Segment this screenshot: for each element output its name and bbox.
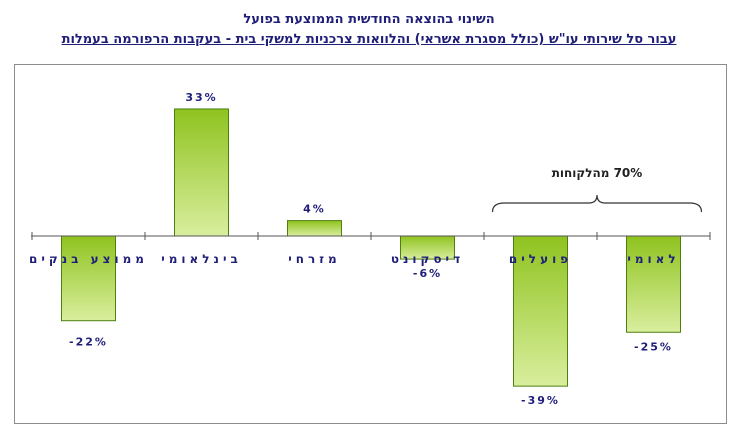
bar [513, 235, 568, 387]
brace [491, 194, 703, 213]
plot-area [14, 64, 727, 424]
value-label: 33% [185, 91, 217, 104]
category-label: דיסקונט [391, 252, 464, 266]
value-label: 4% [303, 203, 326, 216]
chart-title: השינוי בהוצאה החודשית הממוצעת בפועל [243, 12, 495, 27]
value-label: -22% [69, 336, 108, 349]
category-label: פועלים [509, 252, 572, 266]
value-label: -39% [521, 394, 560, 407]
value-label: -6% [413, 267, 442, 280]
category-label: לאומי [627, 252, 679, 266]
bar [626, 235, 681, 333]
category-label: מזרחי [288, 252, 341, 266]
value-label: -25% [634, 340, 673, 353]
bar [61, 235, 116, 322]
category-label: בינלאומי [161, 252, 242, 266]
annotation-label: 70% מהלקוחות [552, 166, 643, 180]
bar [174, 108, 229, 237]
chart-subtitle: עבור סל שירותי עו"ש (כולל מסגרת אשראי) ו… [61, 32, 677, 47]
category-label: ממוצע בנקים [29, 252, 148, 266]
bar [287, 220, 342, 237]
